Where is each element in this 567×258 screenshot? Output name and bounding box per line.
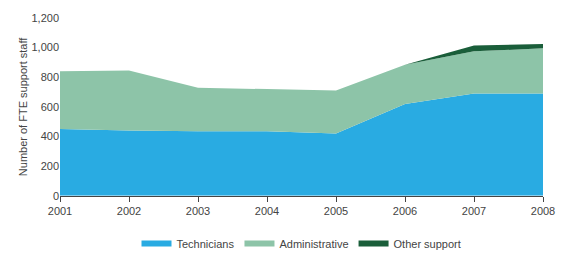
- svg-text:2004: 2004: [255, 205, 279, 217]
- svg-text:2002: 2002: [117, 205, 141, 217]
- svg-text:Number of FTE support staff: Number of FTE support staff: [17, 37, 29, 177]
- svg-text:2008: 2008: [531, 205, 555, 217]
- svg-text:200: 200: [41, 160, 59, 172]
- svg-text:Technicians: Technicians: [177, 238, 235, 250]
- svg-text:2003: 2003: [186, 205, 210, 217]
- svg-text:2001: 2001: [48, 205, 72, 217]
- svg-text:800: 800: [41, 71, 59, 83]
- svg-text:600: 600: [41, 101, 59, 113]
- svg-text:400: 400: [41, 130, 59, 142]
- svg-text:0: 0: [53, 190, 59, 202]
- svg-text:2005: 2005: [324, 205, 348, 217]
- svg-text:Administrative: Administrative: [279, 238, 348, 250]
- svg-text:Other support: Other support: [394, 238, 461, 250]
- svg-text:1,000: 1,000: [31, 41, 59, 53]
- svg-text:1,200: 1,200: [31, 12, 59, 24]
- svg-text:2007: 2007: [462, 205, 486, 217]
- svg-text:2006: 2006: [393, 205, 417, 217]
